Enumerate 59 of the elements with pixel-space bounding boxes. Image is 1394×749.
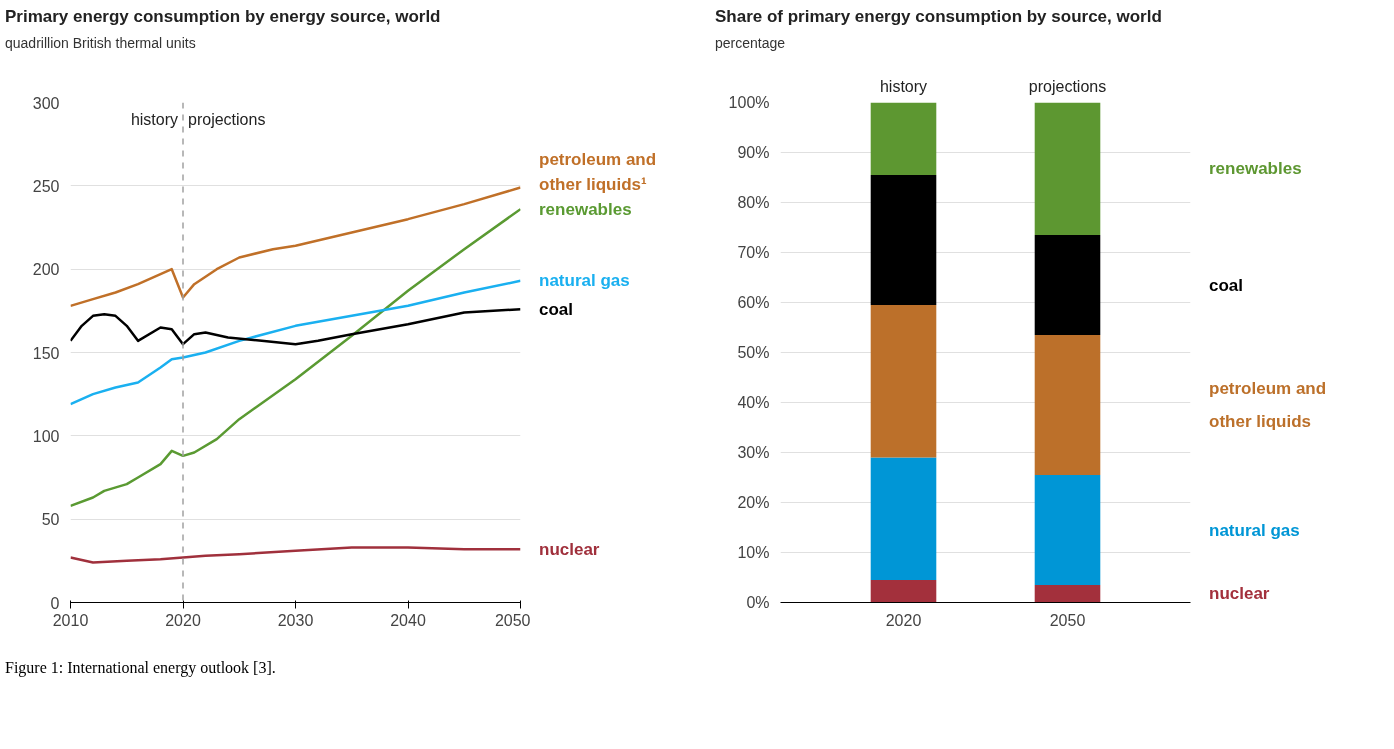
text: history <box>879 77 928 95</box>
y-tick-label: 30% <box>737 444 770 461</box>
text: nuclear <box>1209 584 1270 604</box>
bar <box>870 305 937 458</box>
y-tick-label: 70% <box>737 244 770 261</box>
caption: Figure 1: International energy outlook [3]. <box>5 658 276 679</box>
bar <box>1034 102 1101 235</box>
bar <box>1034 235 1101 335</box>
bar <box>1034 585 1101 603</box>
y-tick-label: 50 <box>41 511 60 529</box>
x-tick-label: 2020 <box>885 611 922 629</box>
series-label: petroleum and other liquids¹ <box>539 149 657 194</box>
x-tick-label: 2040 <box>390 611 426 629</box>
annotation: projections <box>188 110 266 128</box>
line-series <box>70 279 521 406</box>
bar <box>870 175 937 305</box>
y-tick-label: 0% <box>746 594 770 611</box>
bar <box>870 580 937 603</box>
y-tick-label: 10% <box>737 544 770 561</box>
text: petroleum and other liquids <box>1209 379 1327 431</box>
bar <box>1034 475 1101 585</box>
bar <box>870 457 937 580</box>
y-axis-title: quadrillion British thermal units <box>5 34 197 54</box>
series-label: nuclear <box>539 539 600 559</box>
line-series <box>70 546 521 564</box>
text: coal <box>1209 275 1244 295</box>
line-series <box>70 307 521 346</box>
text: renewables <box>1209 159 1302 179</box>
line-series <box>70 186 521 308</box>
y-tick-label: 250 <box>32 177 60 195</box>
series-label: coal <box>539 299 574 319</box>
y-tick-label: 50% <box>737 344 770 361</box>
series-label: renewables <box>539 199 632 219</box>
x-tick-label: 2050 <box>494 611 531 629</box>
y-tick-label: 80% <box>737 194 770 211</box>
y-tick-label: 40% <box>737 394 770 411</box>
y-tick-label: 200 <box>32 261 60 279</box>
x-tick-label: 2020 <box>165 611 201 629</box>
x-tick-label: 2030 <box>277 611 314 629</box>
series-label: natural gas <box>539 271 630 291</box>
annotation: history <box>130 110 178 128</box>
chart-title: Share of primary energy consumption by source, world <box>715 6 1162 28</box>
y-tick-label: 100% <box>728 94 770 111</box>
y-tick-label: 0 <box>50 594 60 612</box>
x-tick-label: 2010 <box>52 611 89 629</box>
chart-title: Primary energy consumption by energy source, world <box>5 6 441 28</box>
y-tick-label: 100 <box>32 427 60 445</box>
bar <box>870 102 937 175</box>
y-tick-label: 20% <box>737 494 770 511</box>
y-axis-title: percentage <box>715 34 787 54</box>
text: natural gas <box>1209 520 1300 540</box>
y-tick-label: 90% <box>737 144 770 161</box>
bar <box>1034 335 1101 475</box>
y-tick-label: 150 <box>32 344 60 362</box>
y-tick-label: 60% <box>737 294 770 311</box>
y-tick-label: 300 <box>32 94 60 112</box>
x-tick-label: 2050 <box>1049 611 1086 629</box>
text: projections <box>1028 77 1107 95</box>
line-series <box>70 207 521 508</box>
